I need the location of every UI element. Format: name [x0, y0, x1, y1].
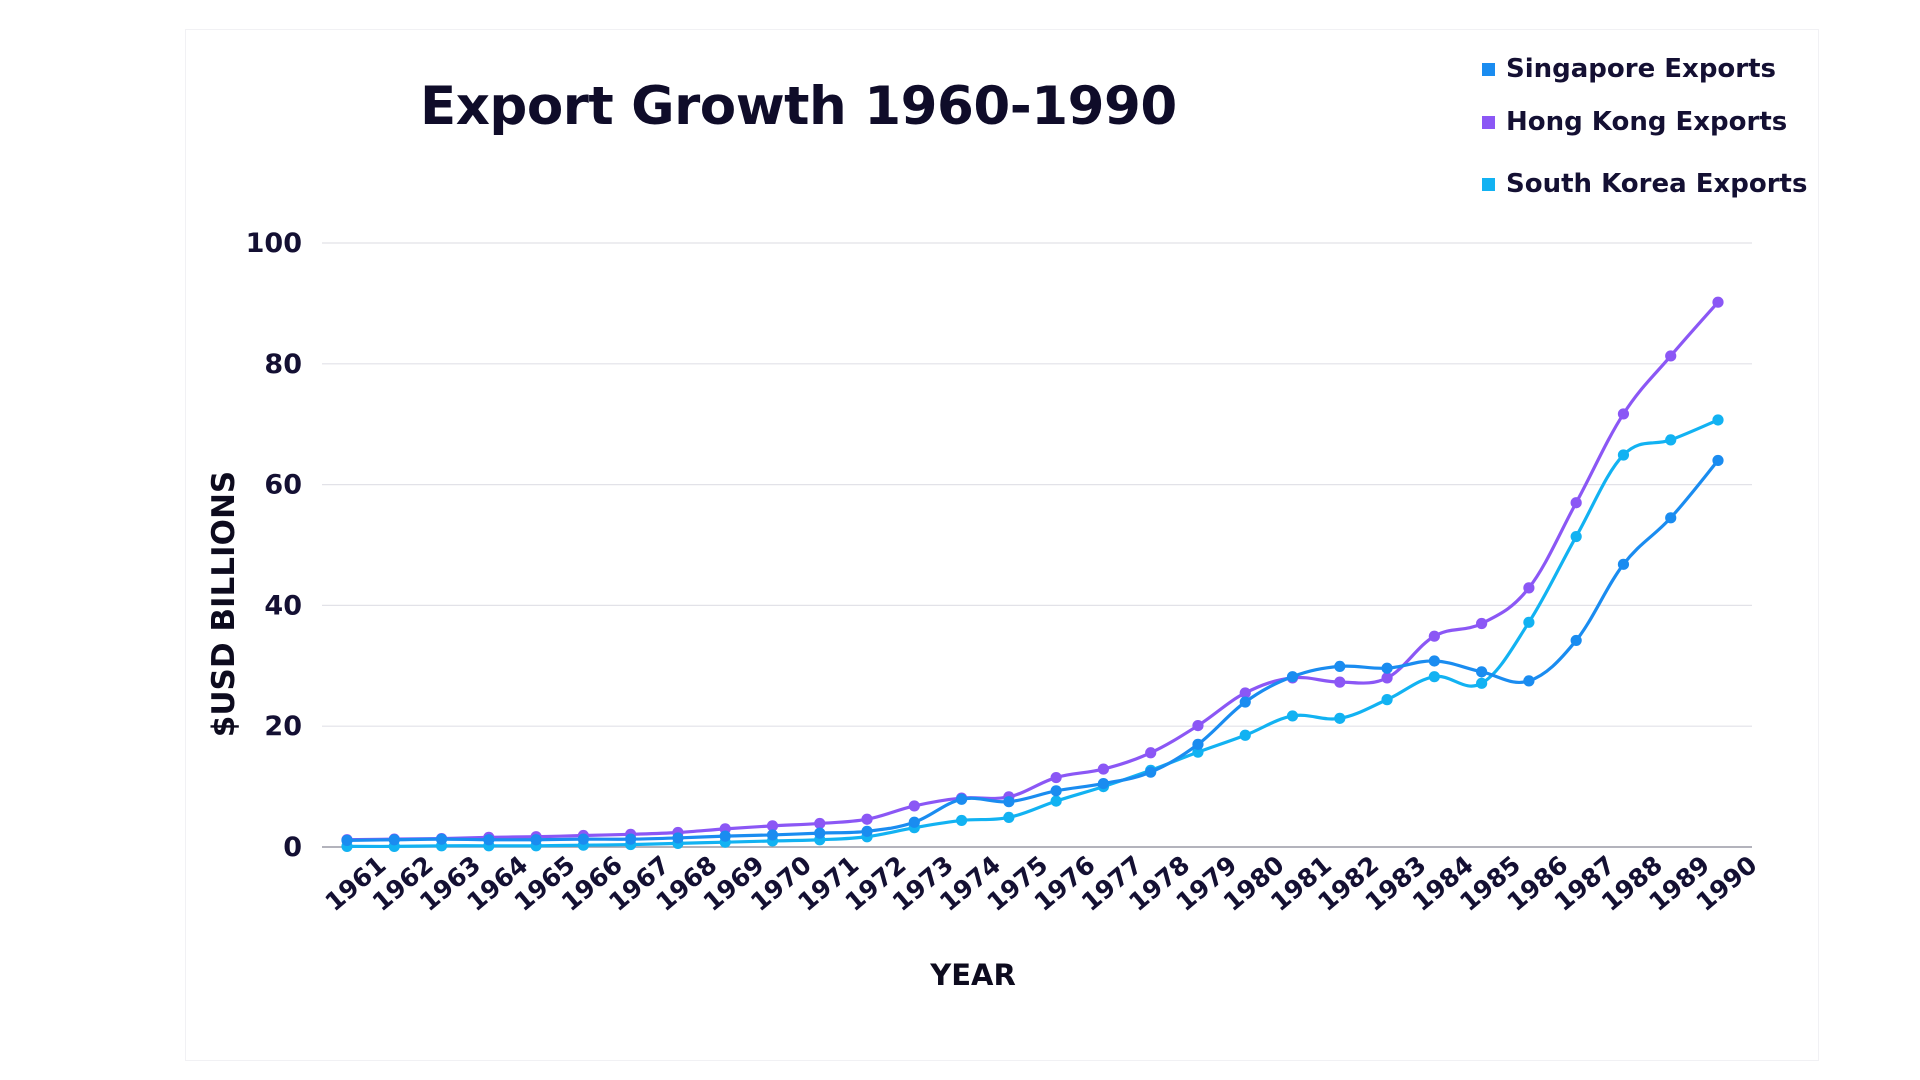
data-point-south-korea[interactable]: [1334, 712, 1346, 724]
data-point-hong-kong[interactable]: [1239, 687, 1251, 699]
data-point-south-korea[interactable]: [1665, 434, 1677, 446]
x-tick-labels: 1961196219631964196519661967196819691970…: [320, 850, 1763, 917]
chart-title: Export Growth 1960-1990: [420, 76, 1177, 137]
data-point-singapore[interactable]: [483, 834, 495, 846]
data-point-singapore[interactable]: [672, 832, 684, 844]
chart-card: [185, 29, 1819, 1061]
data-point-singapore[interactable]: [341, 834, 353, 846]
data-point-singapore[interactable]: [625, 833, 637, 845]
data-point-hong-kong[interactable]: [1428, 630, 1440, 642]
data-point-south-korea[interactable]: [1003, 811, 1015, 824]
gridlines: [322, 242, 1752, 727]
data-point-singapore[interactable]: [1617, 558, 1630, 570]
data-point-singapore[interactable]: [1334, 660, 1346, 673]
legend-swatch-south-korea: [1482, 177, 1495, 191]
data-point-hong-kong[interactable]: [1050, 771, 1062, 784]
data-point-singapore[interactable]: [1523, 675, 1535, 687]
data-point-hong-kong[interactable]: [1334, 676, 1346, 688]
legend-item-south-korea[interactable]: South Korea Exports: [1482, 169, 1807, 199]
data-point-south-korea[interactable]: [1570, 530, 1582, 543]
series-hong-kong: [341, 296, 1724, 846]
data-point-hong-kong[interactable]: [1145, 747, 1157, 759]
legend-item-singapore[interactable]: Singapore Exports: [1482, 54, 1776, 84]
data-point-singapore[interactable]: [1003, 796, 1015, 808]
y-tick-label: 20: [264, 711, 302, 742]
data-point-hong-kong[interactable]: [1381, 672, 1393, 684]
y-tick-labels: 0 20 40 60 80 100: [246, 228, 302, 863]
data-point-singapore[interactable]: [1239, 696, 1251, 708]
x-axis-title: YEAR: [930, 958, 1016, 992]
data-point-south-korea[interactable]: [955, 814, 968, 827]
data-point-hong-kong[interactable]: [1476, 617, 1488, 630]
data-point-singapore[interactable]: [1145, 766, 1157, 778]
data-point-singapore[interactable]: [766, 829, 779, 841]
data-point-hong-kong[interactable]: [861, 813, 873, 825]
legend-label-singapore: Singapore Exports: [1506, 54, 1777, 84]
data-point-singapore[interactable]: [1476, 666, 1488, 678]
data-point-singapore[interactable]: [908, 816, 920, 828]
data-point-hong-kong[interactable]: [1665, 350, 1677, 362]
legend-swatch-hong-kong: [1482, 115, 1495, 129]
data-point-singapore[interactable]: [1570, 634, 1582, 647]
data-point-singapore[interactable]: [1712, 454, 1724, 467]
y-tick-label: 40: [264, 590, 302, 621]
legend-label-south-korea: South Korea Exports: [1506, 169, 1808, 199]
y-tick-label: 0: [283, 832, 302, 863]
data-point-singapore[interactable]: [719, 830, 731, 842]
data-point-singapore[interactable]: [435, 833, 448, 845]
data-point-singapore[interactable]: [1428, 655, 1440, 667]
data-point-south-korea[interactable]: [1712, 414, 1724, 426]
data-point-singapore[interactable]: [1381, 662, 1393, 674]
data-point-south-korea[interactable]: [1286, 710, 1299, 722]
data-point-singapore[interactable]: [1050, 785, 1062, 797]
data-point-hong-kong[interactable]: [1570, 497, 1582, 509]
legend: Singapore Exports Hong Kong Exports Sout…: [1482, 50, 1902, 210]
data-point-south-korea[interactable]: [1050, 795, 1062, 807]
y-tick-label: 80: [264, 349, 302, 380]
data-point-singapore[interactable]: [1097, 777, 1110, 790]
data-point-south-korea[interactable]: [1476, 677, 1488, 689]
data-point-hong-kong[interactable]: [1192, 719, 1204, 732]
data-point-hong-kong[interactable]: [1617, 408, 1630, 420]
data-point-hong-kong[interactable]: [814, 817, 826, 830]
legend-swatch-singapore: [1482, 62, 1495, 76]
series-singapore: [341, 454, 1724, 846]
data-point-hong-kong[interactable]: [1097, 763, 1110, 775]
data-point-south-korea[interactable]: [1192, 746, 1204, 758]
data-point-singapore[interactable]: [861, 825, 873, 837]
data-point-singapore[interactable]: [388, 834, 400, 846]
data-point-singapore[interactable]: [1665, 512, 1677, 524]
data-point-singapore[interactable]: [530, 834, 542, 846]
data-point-south-korea[interactable]: [1239, 729, 1251, 741]
legend-label-hong-kong: Hong Kong Exports: [1506, 107, 1788, 137]
data-point-hong-kong[interactable]: [1523, 582, 1535, 594]
data-point-south-korea[interactable]: [1617, 449, 1630, 461]
y-tick-label: 60: [264, 470, 302, 501]
data-point-south-korea[interactable]: [1523, 616, 1535, 628]
data-point-south-korea[interactable]: [1428, 671, 1440, 683]
data-point-south-korea[interactable]: [1381, 694, 1393, 706]
data-point-hong-kong[interactable]: [1712, 296, 1724, 308]
legend-item-hong-kong[interactable]: Hong Kong Exports: [1482, 107, 1787, 137]
data-point-singapore[interactable]: [1192, 738, 1204, 750]
series-line-south-korea: [345, 418, 1720, 849]
data-point-singapore[interactable]: [955, 793, 968, 805]
y-tick-label: 100: [246, 228, 302, 259]
series-lines: [341, 296, 1724, 852]
data-point-hong-kong[interactable]: [766, 820, 779, 832]
data-point-singapore[interactable]: [1286, 671, 1299, 683]
data-point-singapore[interactable]: [814, 827, 826, 839]
data-point-singapore[interactable]: [577, 833, 589, 845]
data-point-hong-kong[interactable]: [908, 800, 920, 812]
series-line-hong-kong: [345, 300, 1720, 842]
